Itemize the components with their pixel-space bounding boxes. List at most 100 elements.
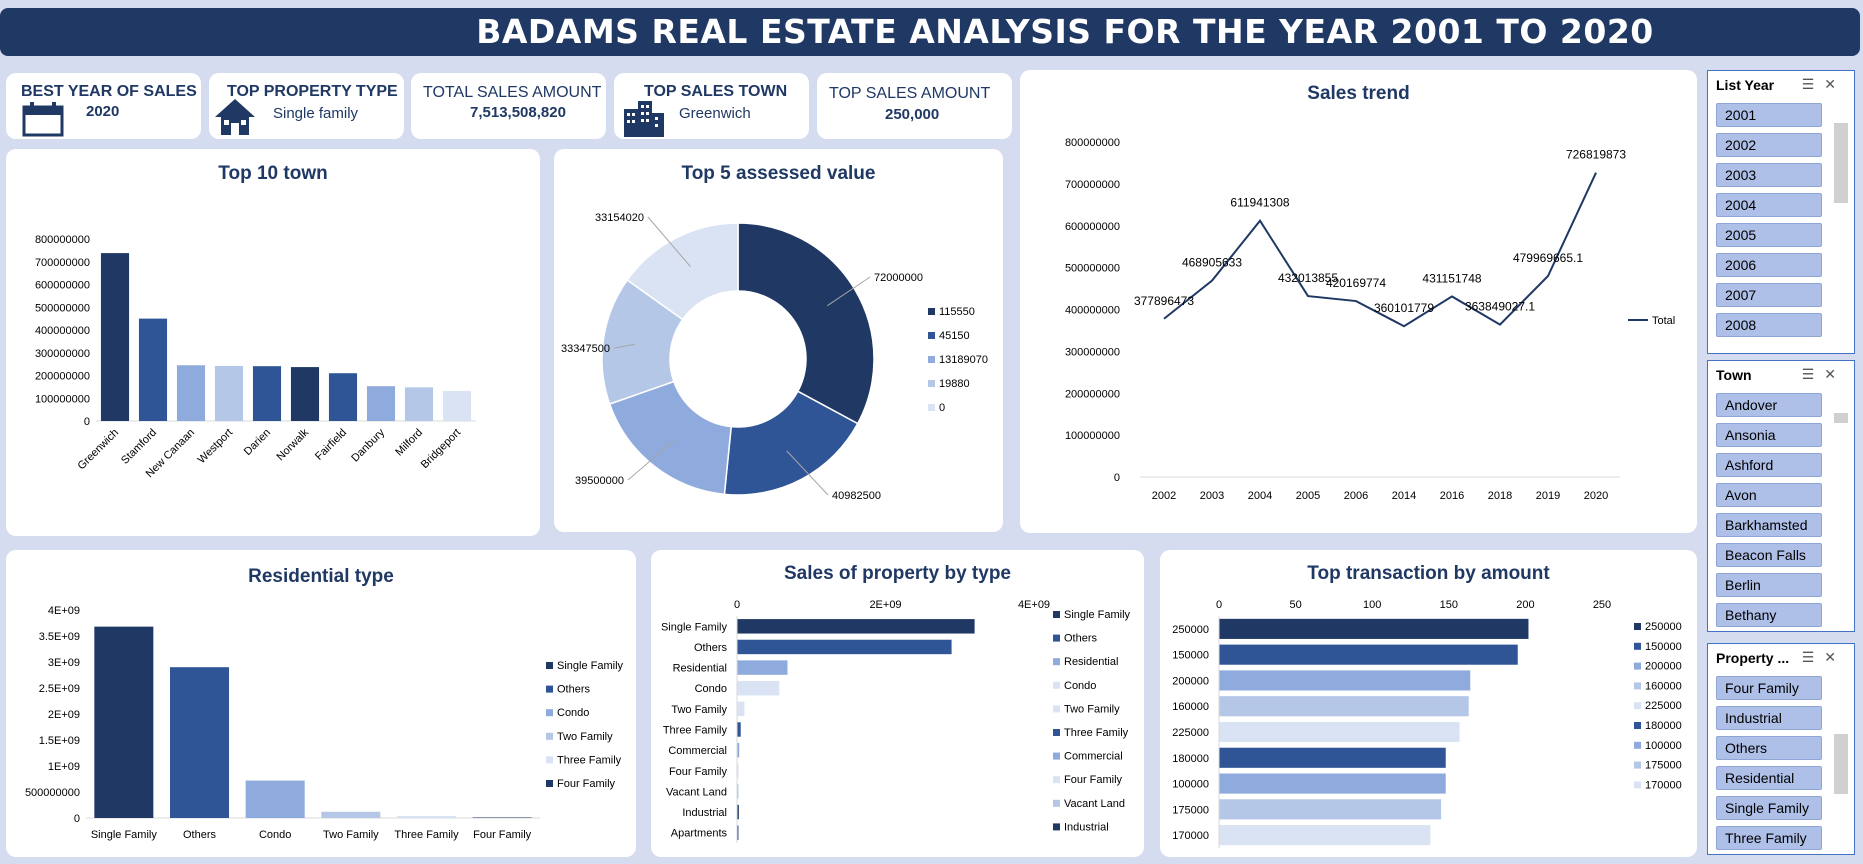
y-tick-label: 300000000 bbox=[35, 348, 90, 360]
slicer-town-item[interactable]: Andover bbox=[1716, 393, 1822, 417]
leader-line bbox=[827, 276, 871, 307]
kpi-top-amount: TOP SALES AMOUNT 250,000 bbox=[817, 73, 1012, 139]
slicer-ptype-title: Property ... bbox=[1716, 650, 1790, 666]
slicer-town-item[interactable]: Avon bbox=[1716, 483, 1822, 507]
bar-three-family bbox=[737, 722, 741, 737]
legend-swatch bbox=[1053, 729, 1060, 736]
slicer-year-item[interactable]: 2001 bbox=[1716, 103, 1822, 127]
legend-label: Commercial bbox=[1064, 751, 1123, 763]
y-tick-label: 500000000 bbox=[25, 787, 80, 799]
multi-select-icon[interactable]: ☰✕ bbox=[1801, 649, 1846, 665]
multi-select-icon[interactable]: ☰✕ bbox=[1801, 366, 1846, 382]
bar-danbury bbox=[366, 386, 396, 421]
bar-condo bbox=[737, 681, 780, 696]
slicer-year-item[interactable]: 2007 bbox=[1716, 283, 1822, 307]
y-tick-label: 600000000 bbox=[35, 280, 90, 292]
slicer-town-item[interactable]: Berlin bbox=[1716, 573, 1822, 597]
legend-label: 115550 bbox=[939, 306, 975, 318]
kpi-best-year-label: BEST YEAR OF SALES bbox=[21, 83, 197, 100]
legend-label: Condo bbox=[557, 707, 589, 719]
residential-title: Residential type bbox=[248, 566, 394, 587]
legend-swatch bbox=[1634, 642, 1641, 650]
y-tick-label: 250000 bbox=[1172, 624, 1209, 636]
data-label: 363849027.1 bbox=[1465, 300, 1535, 314]
kpi-top-type-label: TOP PROPERTY TYPE bbox=[227, 83, 398, 100]
bar-residential bbox=[737, 660, 788, 675]
slicer-year-item[interactable]: 2005 bbox=[1716, 223, 1822, 247]
bar-apartments bbox=[737, 825, 739, 840]
slicer-year-item[interactable]: 2004 bbox=[1716, 193, 1822, 217]
legend-swatch bbox=[928, 380, 935, 387]
bar-condo bbox=[245, 780, 305, 818]
legend-label: Condo bbox=[1064, 680, 1096, 692]
y-tick-label: 600000000 bbox=[1065, 221, 1120, 233]
x-tick-label: 50 bbox=[1289, 599, 1301, 611]
slicer-ptype-item[interactable]: Others bbox=[1716, 736, 1822, 760]
slicer-ptype-item[interactable]: Three Family bbox=[1716, 826, 1822, 850]
kpi-top-town-value: Greenwich bbox=[679, 105, 751, 122]
slicer-year-scrollbar[interactable] bbox=[1834, 123, 1848, 203]
y-tick-label: 2E+09 bbox=[48, 709, 80, 721]
bar-250000 bbox=[1219, 618, 1529, 639]
x-tick-label: 2002 bbox=[1152, 490, 1176, 502]
y-tick-label: 700000000 bbox=[1065, 179, 1120, 191]
kpi-total-sales-value: 7,513,508,820 bbox=[470, 104, 566, 121]
slicer-town-item[interactable]: Ansonia bbox=[1716, 423, 1822, 447]
x-tick-label: Condo bbox=[259, 829, 291, 841]
x-tick-label: Darien bbox=[242, 427, 273, 458]
slicer-ptype-item[interactable]: Industrial bbox=[1716, 706, 1822, 730]
legend-swatch bbox=[546, 685, 553, 693]
data-label: 39500000 bbox=[575, 475, 624, 487]
x-tick-label: Fairfield bbox=[313, 427, 349, 463]
legend-swatch bbox=[546, 709, 553, 717]
y-tick-label: 3.5E+09 bbox=[39, 631, 80, 643]
bar-180000 bbox=[1219, 747, 1446, 768]
x-tick-label: 0 bbox=[1216, 599, 1222, 611]
slicer-ptype-item[interactable]: Four Family bbox=[1716, 676, 1822, 700]
leader-line bbox=[627, 440, 675, 481]
slicer-town-item[interactable]: Barkhamsted bbox=[1716, 513, 1822, 537]
data-label: 33154020 bbox=[595, 212, 644, 224]
bar-bridgeport bbox=[442, 390, 472, 421]
bar-norwalk bbox=[290, 367, 320, 421]
legend-swatch bbox=[1634, 781, 1641, 789]
bar-others bbox=[169, 667, 230, 818]
legend-swatch bbox=[1634, 682, 1641, 690]
donut-slice bbox=[608, 380, 733, 496]
slicer-ptype-scrollbar[interactable] bbox=[1834, 734, 1848, 794]
y-tick-label: 700000000 bbox=[35, 257, 90, 269]
bar-commercial bbox=[737, 742, 740, 758]
legend-label: 170000 bbox=[1645, 779, 1682, 791]
slicer-year-item[interactable]: 2003 bbox=[1716, 163, 1822, 187]
y-tick-label: 200000 bbox=[1172, 675, 1209, 687]
slicer-town-item[interactable]: Ashford bbox=[1716, 453, 1822, 477]
y-tick-label: Condo bbox=[695, 683, 727, 695]
x-tick-label: 2020 bbox=[1584, 490, 1608, 502]
y-tick-label: 150000 bbox=[1172, 650, 1209, 662]
legend-swatch bbox=[1634, 702, 1641, 710]
data-label: 726819873 bbox=[1566, 148, 1626, 162]
y-tick-label: 100000000 bbox=[35, 393, 90, 405]
x-tick-label: Two Family bbox=[323, 829, 379, 841]
legend-swatch bbox=[546, 756, 553, 764]
bar-100000 bbox=[1219, 773, 1446, 794]
slicer-town-scrollbar[interactable] bbox=[1834, 413, 1848, 423]
y-tick-label: 300000000 bbox=[1065, 346, 1120, 358]
slicer-ptype-item[interactable]: Residential bbox=[1716, 766, 1822, 790]
series-line-total bbox=[1163, 172, 1597, 328]
x-tick-label: Single Family bbox=[91, 829, 158, 841]
panel-sales-trend: Sales trend 0 100000000 200000000 300000000… bbox=[1020, 70, 1697, 533]
slicer-ptype-item[interactable]: Single Family bbox=[1716, 796, 1822, 820]
legend-swatch bbox=[928, 404, 935, 411]
bar-stamford bbox=[138, 318, 168, 421]
kpi-top-town: TOP SALES TOWN Greenwich bbox=[614, 73, 809, 139]
multi-select-icon[interactable]: ☰✕ bbox=[1801, 76, 1846, 92]
slicer-year-item[interactable]: 2008 bbox=[1716, 313, 1822, 337]
slicer-town-item[interactable]: Beacon Falls bbox=[1716, 543, 1822, 567]
legend-swatch bbox=[928, 332, 935, 339]
data-label: 33347500 bbox=[561, 343, 610, 355]
sales-by-type-chart: 0 2E+09 4E+09 Single Family Others Residentia… bbox=[661, 599, 1131, 843]
slicer-year-item[interactable]: 2002 bbox=[1716, 133, 1822, 157]
slicer-year-item[interactable]: 2006 bbox=[1716, 253, 1822, 277]
slicer-town-item[interactable]: Bethany bbox=[1716, 603, 1822, 627]
